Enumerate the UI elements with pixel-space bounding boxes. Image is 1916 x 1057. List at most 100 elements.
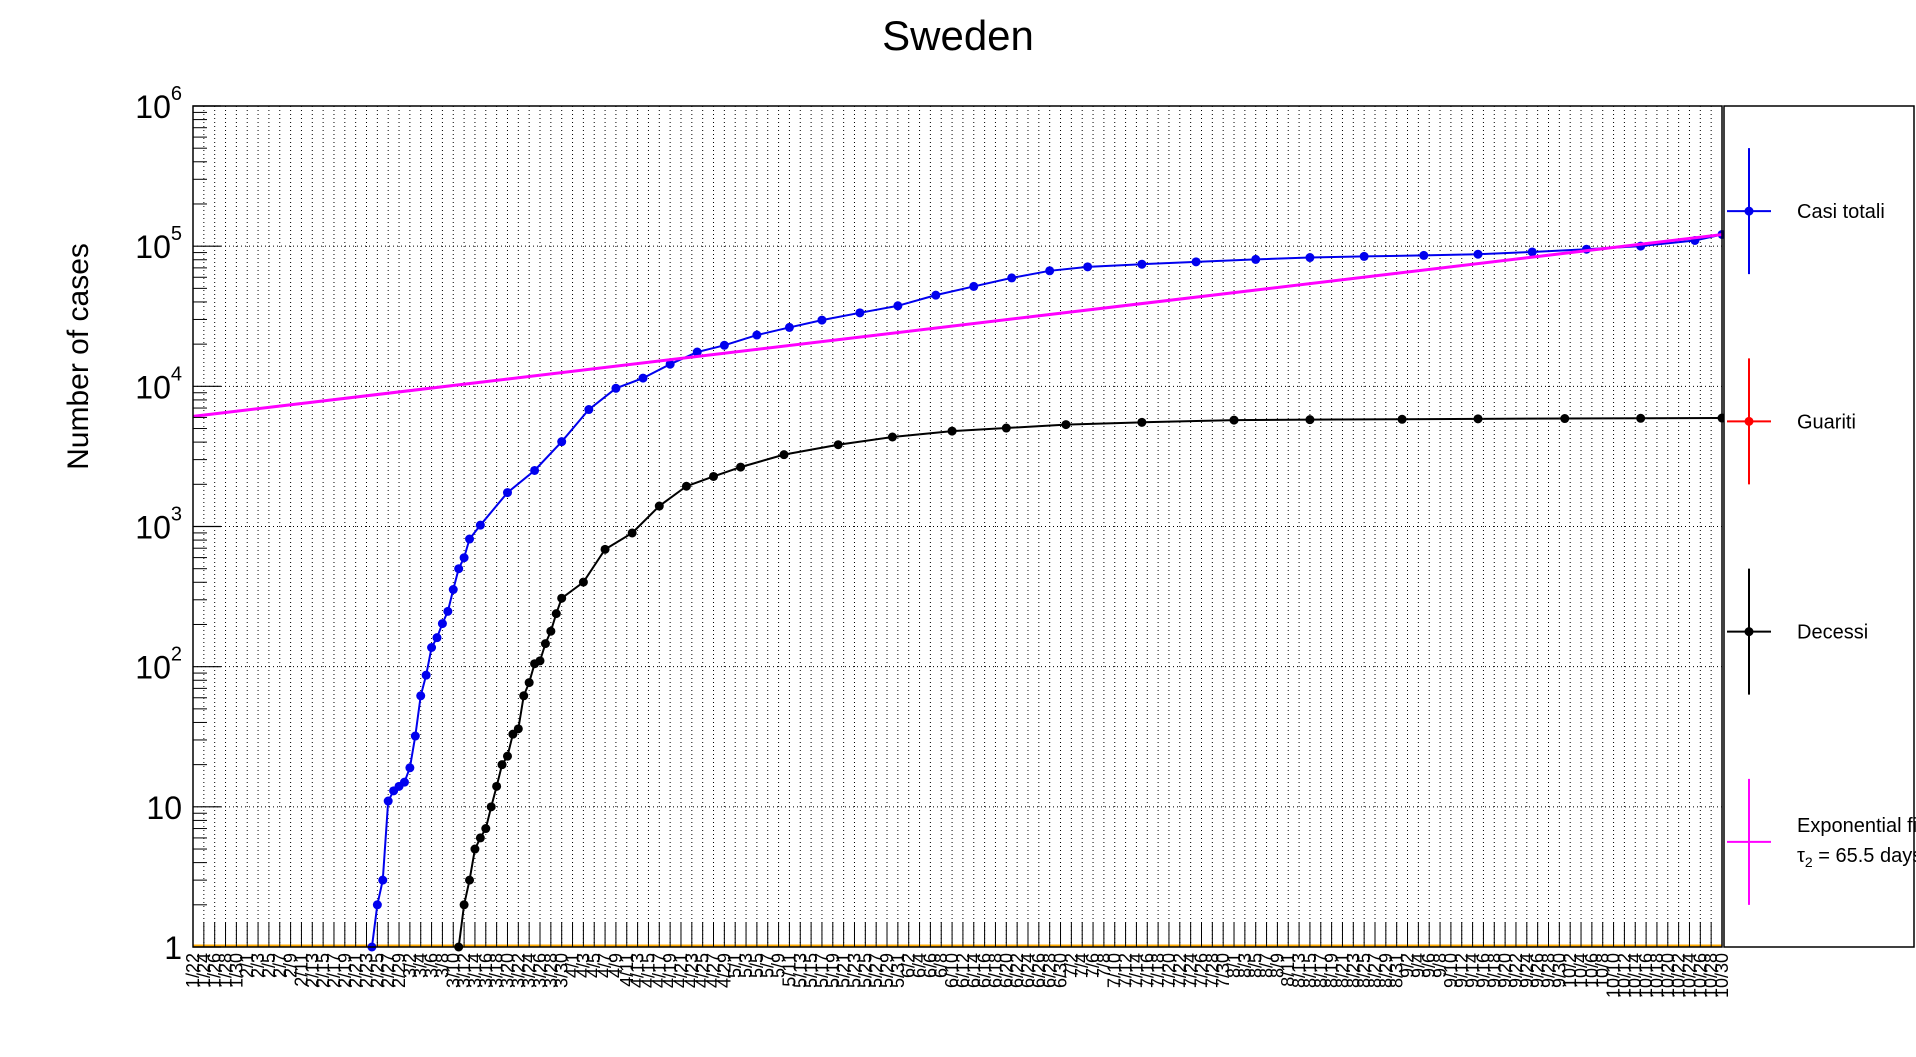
data-point (627, 528, 637, 538)
series-line (370, 233, 1723, 948)
x-tick-label: 10/4 (1571, 953, 1591, 988)
data-point (502, 751, 512, 761)
x-tick-label: 2/11 (291, 953, 311, 987)
data-point (475, 520, 485, 530)
y-tick-label: 102 (135, 644, 182, 686)
x-tick-label: 4/17 (649, 953, 669, 988)
x-tick-label: 7/14 (1126, 953, 1146, 988)
data-point (492, 781, 502, 791)
gridlines (192, 105, 1723, 948)
x-tick-label: 10/16 (1636, 953, 1656, 998)
x-tick-label: 3/10 (443, 953, 463, 988)
x-tick-label: 4/15 (638, 953, 658, 988)
x-tick-label: 7/28 (1202, 953, 1222, 988)
x-tick-label: 6/24 (1018, 953, 1038, 988)
data-point (1045, 266, 1055, 276)
data-point (692, 347, 702, 357)
y-tick-exponent: 2 (171, 644, 182, 666)
data-point (465, 534, 475, 544)
y-tick-label: 1 (164, 930, 182, 966)
x-tick-label: 7/2 (1061, 953, 1081, 978)
data-point (535, 656, 545, 666)
data-point (584, 405, 594, 415)
data-point (1473, 414, 1483, 424)
x-tick-label: 10/2 (1560, 953, 1580, 988)
data-point (475, 833, 485, 843)
x-tick-label: 1/30 (226, 953, 246, 988)
legend-item: Casi totali (1727, 148, 1885, 275)
x-tick-label: 3/20 (497, 953, 517, 988)
x-tick-label: 4/13 (628, 953, 648, 988)
x-tick-label: 10/30 (1712, 953, 1732, 998)
legend-marker (1744, 627, 1754, 637)
data-point (486, 802, 496, 812)
legend-tau: τ (1797, 845, 1805, 867)
x-tick-label: 5/11 (779, 953, 799, 987)
x-tick-label: 7/30 (1213, 953, 1233, 988)
x-tick-label: 2/5 (259, 953, 279, 978)
data-point (1636, 413, 1646, 423)
x-tick-label: 4/29 (714, 953, 734, 988)
x-tick-label: 6/28 (1040, 953, 1060, 988)
y-tick-exponent: 5 (171, 223, 182, 245)
legend-sublabel: τ2 = 65.5 days (1797, 845, 1916, 870)
x-tick-label: 4/19 (660, 953, 680, 988)
data-point (454, 564, 464, 574)
data-point (1007, 273, 1017, 283)
data-point (1473, 249, 1483, 259)
data-point (1251, 254, 1261, 264)
x-tick-label: 1/28 (216, 953, 236, 988)
x-tick-label: 6/16 (975, 953, 995, 988)
x-tick-label: 7/24 (1181, 953, 1201, 988)
x-tick-label: 2/13 (302, 953, 322, 988)
x-tick-label: 2/7 (270, 953, 290, 978)
legend-label: Casi totali (1797, 201, 1885, 223)
x-tick-label: 2/27 (378, 953, 398, 988)
x-tick-label: 3/26 (530, 953, 550, 988)
x-tick-label: 8/21 (1332, 953, 1352, 988)
x-tick-label: 10/28 (1701, 953, 1721, 998)
x-tick-label: 8/9 (1267, 953, 1287, 978)
legend-item: Decessi (1727, 568, 1868, 695)
x-tick-label: 8/29 (1376, 953, 1396, 988)
x-tick-label: 10/14 (1625, 953, 1645, 998)
chart-title: Sweden (882, 12, 1034, 59)
x-tick-label: 2/29 (389, 953, 409, 988)
x-tick-label: 9/28 (1538, 953, 1558, 988)
x-tick-label: 7/8 (1094, 953, 1114, 978)
data-point (459, 900, 469, 910)
x-tick-label: 9/14 (1463, 953, 1483, 988)
x-tick-label: 7/18 (1148, 953, 1168, 988)
y-tick-label: 104 (135, 363, 182, 405)
x-tick-label: 4/11 (617, 953, 637, 987)
x-tick-label: 9/2 (1398, 953, 1418, 978)
data-point (817, 315, 827, 325)
x-tick-label: 8/17 (1311, 953, 1331, 988)
x-tick-label: 3/24 (519, 953, 539, 988)
x-tick-label: 5/7 (758, 953, 778, 978)
data-point (1397, 414, 1407, 424)
legend-item: Guariti (1727, 358, 1856, 485)
data-point (540, 639, 550, 649)
data-point (557, 437, 567, 447)
x-tick-label: 8/11 (1278, 953, 1298, 987)
legend: Casi totali Guariti Decessi Exponential fit… (1723, 105, 1916, 948)
x-tick-label: 2/23 (357, 953, 377, 988)
legend-fit-value: = 65.5 days (1813, 845, 1916, 867)
y-tick-label: 106 (135, 83, 182, 125)
y-axis: 1 10 102 103 104 105 106 (135, 83, 221, 966)
data-point (405, 763, 415, 773)
data-point (600, 544, 610, 554)
y-tick-exponent: 6 (171, 83, 182, 105)
x-tick-label: 3/6 (422, 953, 442, 978)
x-tick-label: 5/9 (769, 953, 789, 978)
legend-item: Exponential fit τ2 = 65.5 days (1727, 778, 1916, 905)
x-tick-label: 7/10 (1105, 953, 1125, 988)
data-point (611, 383, 621, 393)
x-tick-label: 9/26 (1528, 953, 1548, 988)
x-tick-label: 2/17 (324, 953, 344, 988)
x-tick-label: 5/15 (801, 953, 821, 988)
data-point (665, 359, 675, 369)
